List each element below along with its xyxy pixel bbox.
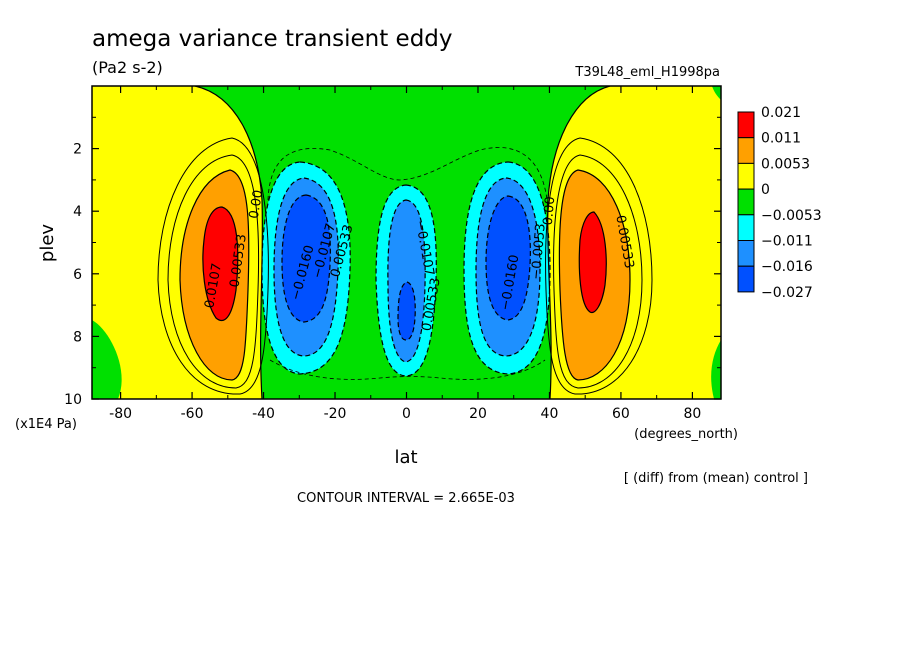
- x-tick-label: 60: [612, 406, 630, 422]
- contour-fill-neg-center-darkblue: [397, 281, 416, 341]
- contour-fill-neg-center-blue: [387, 199, 426, 363]
- colorbar-swatch: [737, 214, 755, 242]
- contour-fill-pos-right-red: [578, 211, 607, 314]
- colorbar-label: 0.011: [761, 131, 801, 147]
- contour-line-zero-right: [547, 86, 611, 399]
- colorbar-label: −0.016: [761, 259, 813, 275]
- contour-fill-pos-left-red: [202, 206, 239, 322]
- colorbar-label: −0.027: [761, 285, 813, 301]
- colorbar-label: 0.0053: [761, 156, 810, 172]
- contour-label: −0.0053: [529, 223, 549, 280]
- y-tick-label: 10: [64, 392, 82, 408]
- chart-units: (Pa2 s-2): [92, 58, 163, 77]
- y-axis-label: plev: [37, 224, 58, 263]
- x-tick-label: 20: [469, 406, 487, 422]
- contour-fill-neg-right-darkblue: [485, 195, 531, 321]
- x-axis-units: (degrees_north): [634, 427, 738, 442]
- contour-fill-zero-ne-corner: [712, 86, 721, 100]
- footer-note: [ (diff) from (mean) control ]: [624, 471, 808, 486]
- contour-line-zero-left: [194, 86, 264, 399]
- colorbar-label: −0.011: [761, 234, 813, 250]
- colorbar-swatch: [737, 188, 755, 216]
- contour-line-left-outer: [157, 137, 269, 395]
- y-axis: 2 4 6 8 10: [64, 116, 721, 408]
- colorbar-swatch: [737, 111, 755, 139]
- x-tick-label: -60: [181, 406, 204, 422]
- colorbar-swatch: [737, 265, 755, 293]
- contour-fill-zero-sw-corner: [92, 320, 122, 399]
- x-tick-label: 40: [541, 406, 559, 422]
- x-tick-label: 80: [683, 406, 701, 422]
- x-tick-label: -80: [109, 406, 132, 422]
- x-axis: -80 -60 -40 -20 0 20 40 60 80: [109, 86, 701, 422]
- contour-label: 0.00533: [227, 233, 249, 288]
- colorbar-swatch: [737, 137, 755, 164]
- run-label: T39L48_eml_H1998pa: [574, 65, 720, 80]
- colorbar-swatch: [737, 240, 755, 267]
- chart-title: amega variance transient eddy: [92, 26, 453, 52]
- y-tick-label: 2: [73, 142, 82, 158]
- colorbar-label: −0.0053: [761, 208, 822, 224]
- colorbar: 0.021 0.011 0.0053 0 −0.0053 −0.011 −0.016 −0.0…: [737, 105, 822, 301]
- contour-line-right-mid: [553, 154, 643, 389]
- contour-fill-zero-se-corner: [711, 340, 721, 399]
- contour-interval: CONTOUR INTERVAL = 2.665E-03: [297, 491, 515, 506]
- x-tick-label: 0: [402, 406, 411, 422]
- contour-label: 0.00: [247, 189, 267, 220]
- x-tick-label: -20: [324, 406, 347, 422]
- x-tick-label: -40: [252, 406, 275, 422]
- y-tick-label: 4: [73, 204, 82, 220]
- contour-fill-neg-left-darkblue: [281, 194, 331, 323]
- contour-line-neg-outer: [267, 147, 549, 380]
- x-axis-label: lat: [394, 447, 417, 468]
- y-tick-label: 8: [73, 329, 82, 345]
- contour-label: 0.00: [541, 196, 558, 226]
- plot-area: [92, 86, 721, 399]
- y-axis-units: (x1E4 Pa): [15, 417, 77, 432]
- colorbar-label: 0.021: [761, 105, 801, 121]
- colorbar-swatch: [737, 162, 755, 190]
- y-tick-label: 6: [73, 267, 82, 283]
- contour-line-right-outer: [545, 137, 653, 395]
- colorbar-label: 0: [761, 182, 770, 198]
- contour-line-left-mid: [167, 154, 260, 389]
